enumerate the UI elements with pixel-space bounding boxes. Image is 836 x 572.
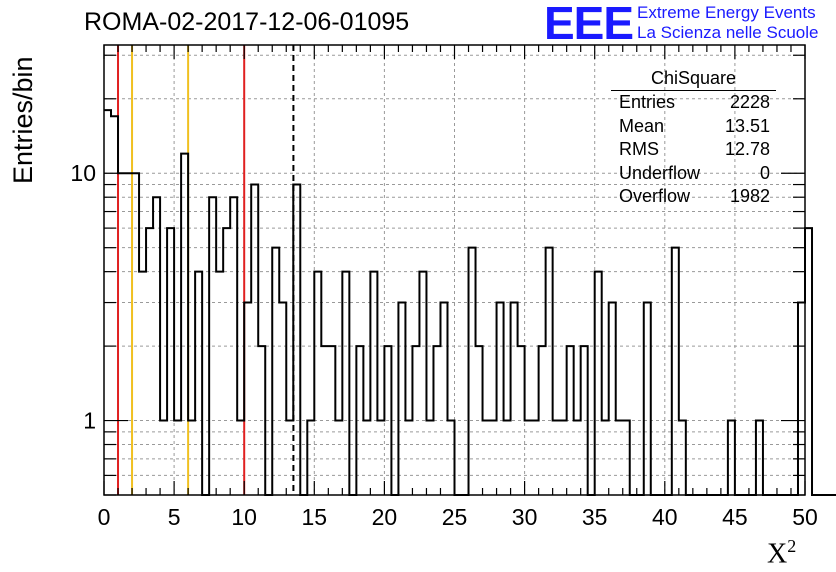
stats-title: ChiSquare bbox=[611, 66, 776, 91]
stats-value: 1982 bbox=[729, 186, 770, 206]
stats-row-underflow: Underflow 0 bbox=[611, 162, 776, 186]
logo-text-line-1: Extreme Energy Events bbox=[637, 3, 816, 22]
x-tick-label: 15 bbox=[302, 504, 328, 530]
stats-row-overflow: Overflow 1982 bbox=[611, 185, 776, 209]
x-tick-label: 10 bbox=[231, 504, 257, 530]
x-tick-label: 5 bbox=[168, 504, 181, 530]
eee-logo-icon: EEE bbox=[544, 0, 634, 49]
x-tick-label: 0 bbox=[98, 504, 111, 530]
logo-text-line-2: La Scienza nelle Scuole bbox=[637, 23, 819, 42]
chart-title: ROMA-02-2017-12-06-01095 bbox=[84, 8, 410, 36]
x-tick-label: 50 bbox=[792, 504, 818, 530]
x-tick-label: 20 bbox=[372, 504, 398, 530]
stats-box: ChiSquare Entries 2228 Mean 13.51 RMS 12.78… bbox=[611, 66, 776, 209]
x-tick-label: 35 bbox=[582, 504, 608, 530]
stats-label: Overflow bbox=[619, 186, 691, 206]
stats-row-rms: RMS 12.78 bbox=[611, 138, 776, 162]
stats-row-mean: Mean 13.51 bbox=[611, 115, 776, 139]
x-tick-label: 45 bbox=[722, 504, 748, 530]
y-tick-label: 1 bbox=[83, 408, 96, 434]
x-tick-label: 40 bbox=[652, 504, 678, 530]
x-tick-label: 25 bbox=[442, 504, 468, 530]
y-tick-label: 10 bbox=[70, 160, 96, 186]
stats-value: 13.51 bbox=[724, 115, 770, 136]
marker-lines-layer bbox=[117, 45, 295, 495]
stats-label: RMS bbox=[619, 139, 659, 159]
stats-value: 2228 bbox=[729, 92, 770, 112]
x-tick-label: 30 bbox=[512, 504, 538, 530]
ticks-layer bbox=[103, 45, 806, 496]
y-axis-label: Entries/bin bbox=[8, 56, 38, 184]
stats-label: Mean bbox=[619, 115, 665, 136]
tick-labels-layer: 0 5 10 15 20 25 30 35 40 45 50 1 10 bbox=[70, 160, 817, 530]
x-axis-label-superscript: 2 bbox=[787, 536, 797, 556]
stats-label: Entries bbox=[619, 92, 676, 112]
stats-value: 12.78 bbox=[724, 139, 770, 159]
x-axis-label: X2 bbox=[767, 536, 797, 570]
stats-label: Underflow bbox=[619, 162, 701, 183]
stats-value: 0 bbox=[759, 162, 770, 183]
stats-row-entries: Entries 2228 bbox=[611, 91, 776, 115]
